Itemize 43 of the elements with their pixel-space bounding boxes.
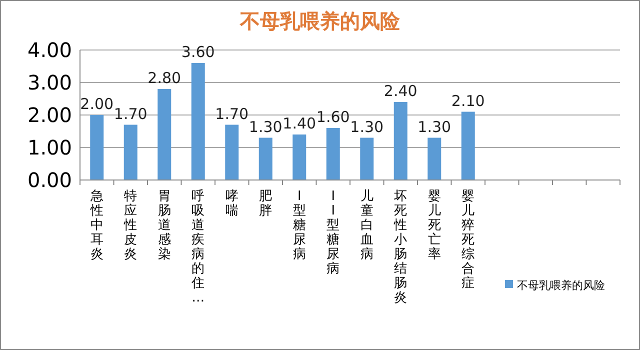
bar [394,102,408,180]
data-label: 2.10 [451,92,485,110]
x-tick-label: 特应性皮炎 [123,189,138,262]
legend-label: 不母乳喂养的风险 [517,278,605,292]
bar [191,63,205,180]
data-label: 2.80 [148,69,182,87]
bar [90,115,104,180]
bar [258,138,272,180]
x-tick-label: I型糖尿病 [292,189,306,262]
data-label: 1.40 [282,114,316,132]
x-tick-label: II型糖尿病 [326,189,340,276]
data-label: 1.30 [350,118,384,136]
y-tick-label: 0.00 [27,168,72,192]
bar [360,138,374,180]
x-tick-label: 呼吸道疾病的住… [190,189,205,306]
bar [124,124,138,180]
x-tick-label: 哮喘 [225,189,238,218]
data-label: 1.70 [114,104,148,123]
x-tick-label: 婴儿猝死综合症 [462,189,475,291]
x-tick-label: 急性中耳炎 [89,189,104,262]
bar [326,128,340,180]
y-tick-label: 4.00 [27,38,72,62]
chart-title: 不母乳喂养的风险 [239,9,401,33]
y-tick-label: 2.00 [27,103,72,127]
bar [461,112,475,180]
data-label: 1.70 [215,104,249,123]
x-tick-label: 坏死性小肠结肠炎 [393,189,408,306]
data-label: 2.40 [384,82,418,100]
y-tick-label: 1.00 [27,136,72,160]
x-tick-label: 儿童白血病 [360,189,374,262]
bar [225,124,239,180]
bar [158,89,172,180]
bar [292,134,306,180]
data-label: 1.30 [418,118,452,136]
bar [428,138,442,180]
data-label: 2.00 [80,95,114,113]
x-tick-label: 婴儿死亡率 [428,189,441,262]
x-tick-label: 胃肠道感染 [158,189,171,262]
x-tick-label: 肥胖 [259,189,272,218]
y-tick-label: 3.00 [27,70,72,94]
data-label: 1.60 [316,108,350,126]
data-label: 3.60 [181,43,215,61]
data-label: 1.30 [248,118,282,136]
